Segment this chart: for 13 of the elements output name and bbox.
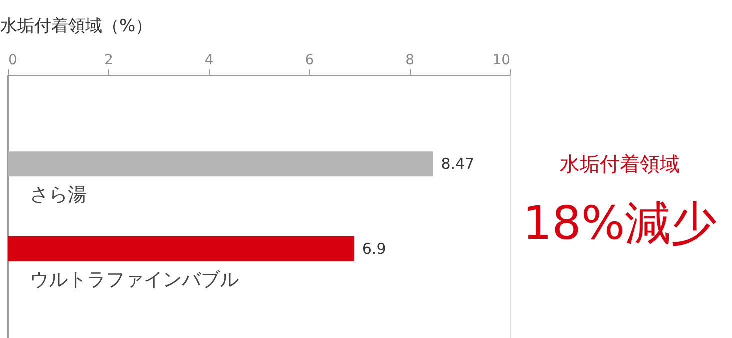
text: 水垢付着領域 [560,152,680,176]
x-axis-title: 水垢付着領域（%） [0,16,153,36]
data-label: 8.47 [441,155,475,174]
data-label: 6.9 [362,240,386,258]
x-tick-label: 4 [204,52,214,68]
x-tick-label: 8 [406,52,415,68]
text: 18%減少 [522,196,718,250]
x-tick-label: 10 [492,52,510,68]
y-tick-label: さら湯 [30,184,87,206]
x-tick-label: 6 [305,52,314,68]
y-tick-label: ウルトラファインバブル [30,268,239,291]
x-tick-label: 0 [8,52,18,68]
x-tick-label: 2 [104,52,114,68]
